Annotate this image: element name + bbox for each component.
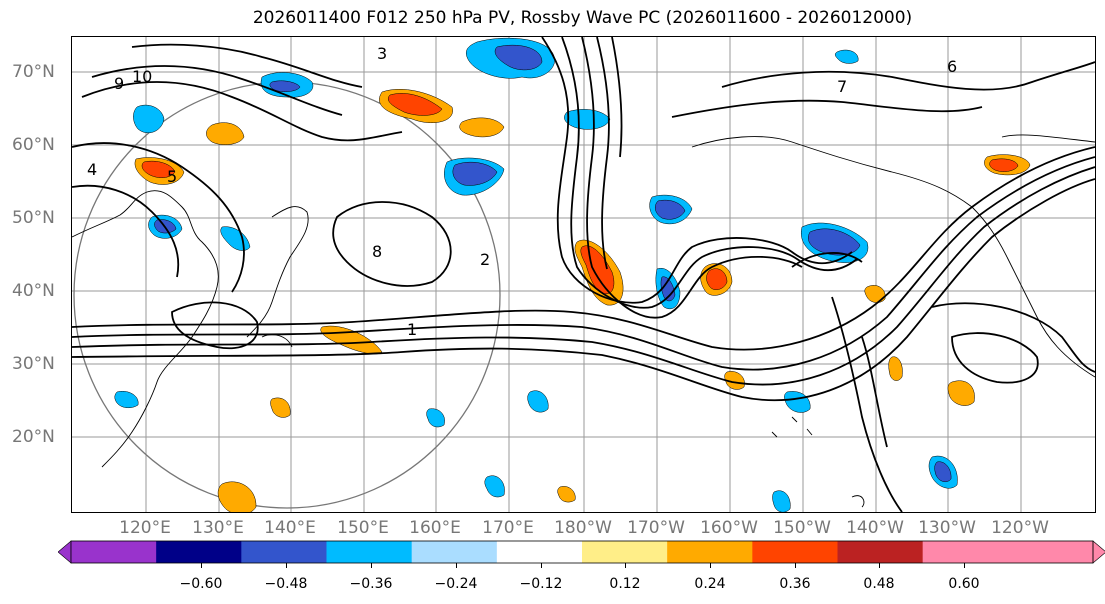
colorbar-tick: [625, 563, 626, 568]
contour-label-group: 10 9 8 7 6 5 4 3 2 1: [87, 44, 957, 339]
colorbar-tick-label: 0.48: [863, 576, 895, 592]
contour-label: 1: [407, 320, 417, 339]
lon-label: 150°W: [773, 518, 831, 538]
lat-label: 40°N: [12, 281, 55, 301]
lon-label: 150°E: [337, 518, 389, 538]
contour-label: 10: [132, 67, 152, 86]
colorbar-tick: [371, 563, 372, 568]
colorbar-tick: [541, 563, 542, 568]
lon-label: 120°W: [991, 518, 1049, 538]
lat-label: 20°N: [12, 427, 55, 447]
colorbar-cell: [1007, 541, 1094, 563]
colorbar-cell: [837, 541, 924, 563]
colorbar-cell: [752, 541, 838, 563]
pv-contours: [72, 37, 1095, 512]
lat-label: 50°N: [12, 208, 55, 228]
lon-label: 140°E: [264, 518, 316, 538]
lon-label: 170°E: [482, 518, 534, 538]
colorbar-tick-label: 0.12: [609, 576, 641, 592]
contour-label: 8: [372, 242, 382, 261]
colorbar-cell: [582, 541, 668, 563]
colorbar-tick: [710, 563, 711, 568]
colorbar-tick-label: −0.36: [349, 576, 393, 592]
lon-label: 160°E: [409, 518, 461, 538]
contour-label: 9: [114, 74, 124, 93]
colorbar-tick-label: −0.12: [519, 576, 563, 592]
contour-label: 4: [87, 160, 97, 179]
colorbar-cells: [71, 541, 1094, 563]
contour-label: 5: [167, 167, 177, 186]
lon-label: 130°E: [192, 518, 244, 538]
colorbar-cell: [922, 541, 1009, 563]
colorbar-extend-max: [1092, 540, 1105, 564]
colorbar-tick-label: 0.24: [694, 576, 726, 592]
lon-label: 130°W: [918, 518, 976, 538]
lon-label: 160°W: [700, 518, 758, 538]
lat-label: 60°N: [12, 135, 55, 155]
chart-title: 2026011400 F012 250 hPa PV, Rossby Wave …: [252, 8, 913, 28]
contour-label: 6: [947, 57, 957, 76]
lat-label: 30°N: [12, 354, 55, 374]
colorbar-tick: [964, 563, 965, 568]
contour-label: 2: [480, 250, 490, 269]
colorbar-tick: [456, 563, 457, 568]
colorbar-tick: [286, 563, 287, 568]
colorbar-tick-label: 0.36: [779, 576, 811, 592]
lon-label: 120°E: [119, 518, 171, 538]
colorbar-tick-label: −0.60: [179, 576, 223, 592]
colorbar-tick: [879, 563, 880, 568]
contour-label: 7: [837, 77, 847, 96]
map-panel[interactable]: 10 9 8 7 6 5 4 3 2 1: [71, 36, 1096, 513]
lon-label: 170°W: [627, 518, 685, 538]
colorbar-tick: [795, 563, 796, 568]
shaded-anomalies: [114, 37, 1031, 512]
colorbar-cell: [156, 541, 242, 563]
colorbar-tick: [201, 563, 202, 568]
lon-label: 140°W: [846, 518, 904, 538]
colorbar-tick-label: −0.24: [434, 576, 478, 592]
colorbar-cell: [411, 541, 498, 563]
lon-label: 180°W: [554, 518, 612, 538]
colorbar-cell: [496, 541, 583, 563]
colorbar: [58, 540, 1105, 564]
colorbar-cell: [667, 541, 753, 563]
colorbar-cell: [326, 541, 413, 563]
colorbar-cell: [71, 541, 157, 563]
map-canvas: 10 9 8 7 6 5 4 3 2 1: [72, 37, 1095, 512]
colorbar-outline: [70, 540, 1094, 564]
colorbar-tick-label: 0.60: [948, 576, 980, 592]
colorbar-cell: [241, 541, 327, 563]
lat-label: 70°N: [12, 62, 55, 82]
contour-label: 3: [377, 44, 387, 63]
colorbar-tick-label: −0.48: [264, 576, 308, 592]
colorbar-extend-min: [58, 540, 72, 564]
